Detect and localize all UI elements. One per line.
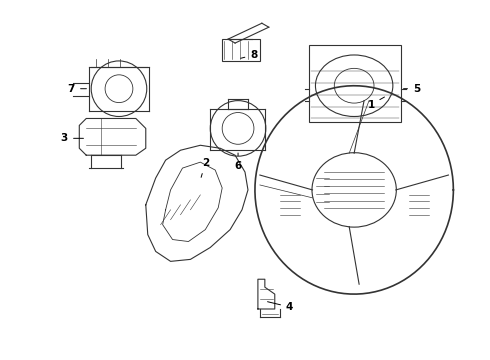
Text: 1: 1 [368,97,385,109]
Text: 5: 5 [404,84,420,94]
Text: 6: 6 [234,153,242,171]
Text: 8: 8 [241,50,258,60]
Text: 3: 3 [61,133,83,143]
Text: 2: 2 [201,158,209,177]
Text: 7: 7 [68,84,86,94]
Text: 4: 4 [268,302,294,312]
